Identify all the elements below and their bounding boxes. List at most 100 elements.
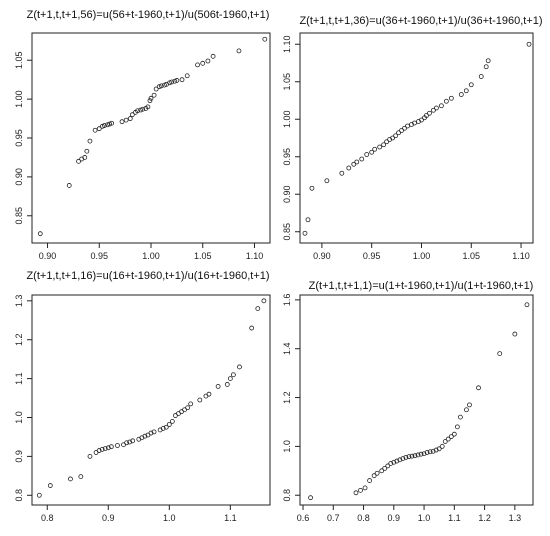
data-point	[167, 80, 173, 86]
data-point	[468, 82, 474, 88]
data-point	[105, 445, 111, 451]
data-point	[434, 105, 439, 111]
y-tick-label: 1.3	[14, 295, 24, 308]
y-tick-label: 0.8	[282, 489, 292, 502]
data-point	[390, 135, 396, 141]
data-point	[358, 487, 363, 493]
y-tick-label: 1.2	[14, 333, 24, 346]
data-point	[443, 98, 449, 104]
data-point	[236, 48, 242, 54]
x-tick-label: 1.00	[142, 251, 160, 261]
data-point	[160, 425, 166, 431]
data-point	[406, 454, 412, 460]
data-point	[412, 453, 418, 459]
data-point	[385, 463, 391, 469]
data-point	[158, 83, 164, 89]
data-point	[107, 121, 113, 127]
data-point	[377, 144, 383, 150]
data-point	[478, 74, 484, 79]
x-tick-label: 0.95	[363, 251, 381, 261]
data-point	[147, 98, 153, 104]
y-tick-label: 1.00	[282, 110, 292, 128]
data-point	[412, 120, 417, 126]
data-point	[457, 414, 463, 420]
data-point	[76, 158, 81, 164]
x-tick-label: 0.9	[102, 513, 115, 523]
data-point	[353, 490, 359, 496]
data-point	[210, 53, 216, 59]
data-point	[339, 170, 345, 176]
data-point	[188, 401, 194, 407]
data-point	[127, 439, 133, 445]
data-point	[396, 130, 401, 136]
data-point	[262, 36, 268, 42]
data-point	[364, 152, 370, 157]
data-point	[409, 453, 415, 459]
y-tick-label: 1.6	[282, 294, 292, 307]
data-point	[362, 485, 368, 491]
data-point	[421, 451, 427, 457]
data-point	[148, 95, 154, 101]
x-tick-label: 0.6	[297, 513, 310, 523]
data-point	[96, 448, 102, 453]
data-point	[227, 376, 233, 382]
data-point	[346, 165, 352, 171]
data-point	[184, 73, 190, 79]
y-tick-label: 1.10	[282, 35, 292, 53]
plot-frame	[31, 294, 271, 506]
data-point	[66, 183, 72, 188]
data-point	[185, 405, 191, 411]
data-point	[153, 86, 159, 92]
y-tick-label: 1.4	[282, 342, 292, 355]
data-point	[124, 440, 129, 446]
data-point	[454, 424, 460, 430]
y-tick-label: 1.1	[14, 372, 24, 385]
data-point	[371, 473, 377, 479]
x-tick-label: 1.10	[512, 251, 530, 261]
data-point	[397, 457, 403, 463]
x-tick-label: 1.0	[163, 513, 176, 523]
data-point	[403, 454, 409, 460]
x-tick-label: 1.3	[509, 513, 522, 523]
data-point	[524, 302, 530, 308]
data-point	[206, 391, 212, 397]
data-point	[105, 122, 110, 128]
x-tick-label: 0.8	[41, 513, 54, 523]
data-point	[427, 449, 433, 455]
y-tick-label: 0.85	[14, 207, 24, 225]
data-point	[451, 431, 457, 437]
data-point	[197, 397, 203, 403]
data-point	[427, 110, 432, 116]
data-point	[381, 142, 387, 148]
data-point	[367, 478, 372, 483]
data-point	[102, 446, 108, 452]
scatter-panel-top-right: Z(t+1,t,t+1,36)=u(36+t-1960,t+1)/u(36+t-…	[282, 15, 543, 261]
data-point	[399, 128, 404, 133]
data-point	[438, 103, 444, 109]
data-point	[47, 483, 53, 488]
data-point	[87, 453, 93, 459]
data-point	[142, 433, 148, 439]
data-point	[448, 95, 454, 101]
data-point	[351, 161, 357, 167]
data-point	[445, 436, 451, 442]
x-tick-label: 1.05	[194, 251, 212, 261]
data-point	[102, 123, 107, 128]
data-point	[230, 372, 236, 378]
y-tick-label: 0.95	[282, 148, 292, 166]
data-point	[400, 456, 406, 462]
data-point	[324, 178, 330, 184]
chart-title: Z(t+1,t,t+1,1)=u(1+t-1960,t+1)/u(1+t-196…	[309, 280, 534, 292]
data-point	[249, 325, 255, 331]
data-point	[108, 444, 114, 450]
y-tick-label: 1.0	[14, 411, 24, 424]
data-point	[215, 383, 221, 389]
data-point	[169, 79, 175, 85]
data-point	[261, 298, 267, 304]
data-point	[359, 156, 365, 162]
data-point	[172, 78, 178, 84]
chart-title: Z(t+1,t,t+1,56)=u(56+t-1960,t+1)/u(506t-…	[27, 9, 270, 21]
data-point	[205, 58, 211, 64]
data-point	[374, 470, 380, 476]
